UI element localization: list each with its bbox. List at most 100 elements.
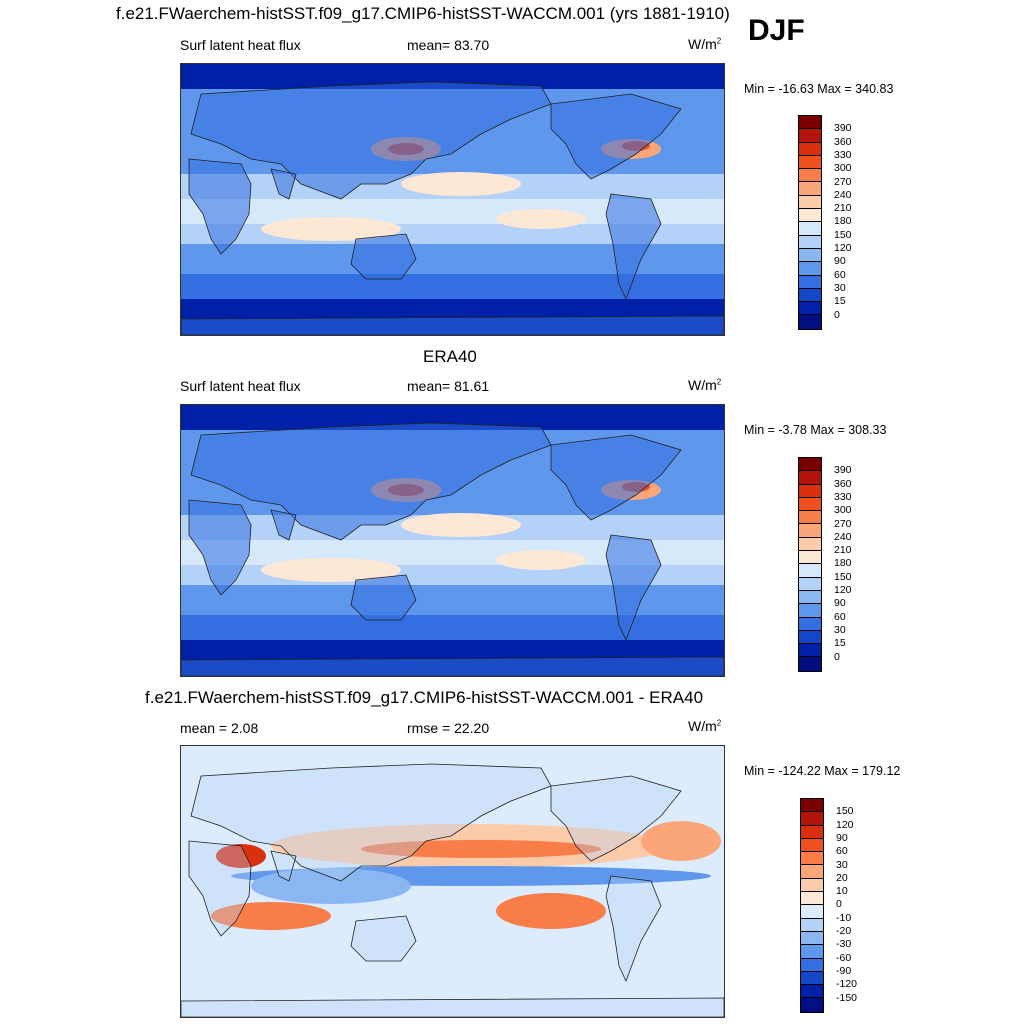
colorbar-swatch bbox=[799, 222, 821, 236]
continent-outline bbox=[190, 763, 552, 882]
panel1-minmax: Min = -16.63 Max = 340.83 bbox=[744, 82, 894, 96]
colorbar-tick-label: -10 bbox=[836, 911, 852, 924]
colorbar-swatch bbox=[799, 182, 821, 196]
colorbar-tick-label: 90 bbox=[834, 597, 846, 610]
top-title: f.e21.FWaerchem-histSST.f09_g17.CMIP6-hi… bbox=[116, 4, 730, 23]
panel2-colorbar bbox=[798, 457, 822, 672]
colorbar-swatch bbox=[801, 825, 823, 839]
flux-blob bbox=[261, 217, 401, 241]
colorbar-swatch bbox=[799, 537, 821, 552]
colorbar-swatch bbox=[801, 905, 823, 919]
colorbar-tick-label: -90 bbox=[836, 964, 852, 977]
subpolar-band bbox=[181, 274, 724, 299]
anomaly-negative bbox=[251, 868, 411, 904]
colorbar-swatch bbox=[799, 209, 821, 223]
colorbar-swatch bbox=[799, 262, 821, 276]
flux-blob bbox=[401, 513, 521, 537]
colorbar-swatch bbox=[801, 958, 823, 972]
continent-outline bbox=[350, 915, 417, 962]
continent-outline bbox=[181, 997, 724, 1017]
continent-outline bbox=[550, 434, 682, 521]
continent-outline bbox=[605, 875, 662, 983]
flux-blob bbox=[401, 172, 521, 196]
colorbar-swatch bbox=[801, 998, 823, 1012]
colorbar-swatch bbox=[799, 315, 821, 329]
colorbar-tick-label: 15 bbox=[834, 637, 846, 650]
colorbar-swatch bbox=[801, 918, 823, 932]
colorbar-tick-label: 180 bbox=[834, 557, 852, 570]
colorbar-tick-label: 60 bbox=[836, 845, 848, 858]
colorbar-tick-label: 150 bbox=[834, 570, 852, 583]
colorbar-tick-label: -120 bbox=[836, 978, 858, 991]
colorbar-swatch bbox=[801, 838, 823, 853]
colorbar-swatch bbox=[801, 852, 823, 866]
colorbar-tick-label: 10 bbox=[836, 885, 848, 898]
colorbar-tick-label: -60 bbox=[836, 951, 852, 964]
colorbar-swatch bbox=[801, 799, 823, 813]
continent-outline bbox=[188, 158, 252, 255]
continent-outline bbox=[188, 499, 252, 596]
colorbar-swatch bbox=[801, 971, 823, 986]
colorbar-swatch bbox=[799, 630, 821, 645]
colorbar-swatch bbox=[799, 497, 821, 512]
colorbar-swatch bbox=[799, 142, 821, 156]
colorbar-tick-label: 20 bbox=[836, 871, 848, 884]
continent-outline bbox=[270, 850, 297, 882]
colorbar-tick-label: 330 bbox=[834, 490, 852, 503]
continent-outline bbox=[188, 840, 252, 937]
colorbar-swatch bbox=[801, 892, 823, 906]
colorbar-swatch bbox=[801, 865, 823, 879]
colorbar-swatch bbox=[799, 195, 821, 210]
panel2-variable: Surf latent heat flux bbox=[180, 378, 301, 394]
colorbar-tick-label: 15 bbox=[834, 295, 846, 308]
colorbar-tick-label: 60 bbox=[834, 610, 846, 623]
colorbar-swatch bbox=[799, 551, 821, 565]
colorbar-swatch bbox=[799, 248, 821, 263]
panel2-mean: mean= 81.61 bbox=[407, 378, 490, 394]
subpolar-band bbox=[181, 615, 724, 640]
colorbar-swatch bbox=[799, 275, 821, 289]
continent-outline bbox=[550, 93, 682, 180]
colorbar-swatch bbox=[799, 590, 821, 605]
continent-outline bbox=[270, 168, 297, 200]
colorbar-tick-label: 90 bbox=[836, 831, 848, 844]
colorbar-swatch bbox=[799, 577, 821, 591]
colorbar-tick-label: 180 bbox=[834, 215, 852, 228]
continent-outline bbox=[190, 422, 552, 541]
colorbar-swatch bbox=[801, 812, 823, 826]
colorbar-tick-label: 120 bbox=[836, 818, 854, 831]
colorbar-swatch bbox=[799, 511, 821, 525]
colorbar-tick-label: 240 bbox=[834, 188, 852, 201]
colorbar-swatch bbox=[799, 524, 821, 538]
panel1-variable: Surf latent heat flux bbox=[180, 37, 301, 53]
colorbar-tick-label: 60 bbox=[834, 268, 846, 281]
panel2-minmax: Min = -3.78 Max = 308.33 bbox=[744, 423, 887, 437]
continent-outline bbox=[181, 656, 724, 676]
colorbar-swatch bbox=[799, 617, 821, 631]
season-label: DJF bbox=[748, 14, 805, 47]
colorbar-tick-label: 150 bbox=[836, 805, 854, 818]
anomaly-positive bbox=[496, 893, 606, 929]
colorbar-swatch bbox=[799, 471, 821, 485]
colorbar-tick-label: 210 bbox=[834, 202, 852, 215]
colorbar-swatch bbox=[799, 564, 821, 578]
colorbar-swatch bbox=[799, 288, 821, 303]
colorbar-swatch bbox=[801, 931, 823, 946]
colorbar-tick-label: 390 bbox=[834, 464, 852, 477]
colorbar-swatch bbox=[799, 116, 821, 130]
panel1-mean: mean= 83.70 bbox=[407, 37, 490, 53]
continent-outline bbox=[605, 534, 662, 642]
panel3-minmax: Min = -124.22 Max = 179.12 bbox=[744, 764, 901, 778]
colorbar-swatch bbox=[801, 985, 823, 999]
colorbar-swatch bbox=[801, 945, 823, 959]
colorbar-tick-label: -30 bbox=[836, 938, 852, 951]
colorbar-tick-label: 300 bbox=[834, 162, 852, 175]
colorbar-tick-label: 390 bbox=[834, 122, 852, 135]
anomaly-positive bbox=[361, 840, 601, 858]
flux-blob bbox=[261, 558, 401, 582]
panel3-units: W/m2 bbox=[688, 718, 722, 734]
colorbar-tick-label: 330 bbox=[834, 148, 852, 161]
panel3-title: f.e21.FWaerchem-histSST.f09_g17.CMIP6-hi… bbox=[145, 688, 704, 707]
colorbar-tick-label: 120 bbox=[834, 584, 852, 596]
colorbar-tick-label: 360 bbox=[834, 135, 852, 148]
